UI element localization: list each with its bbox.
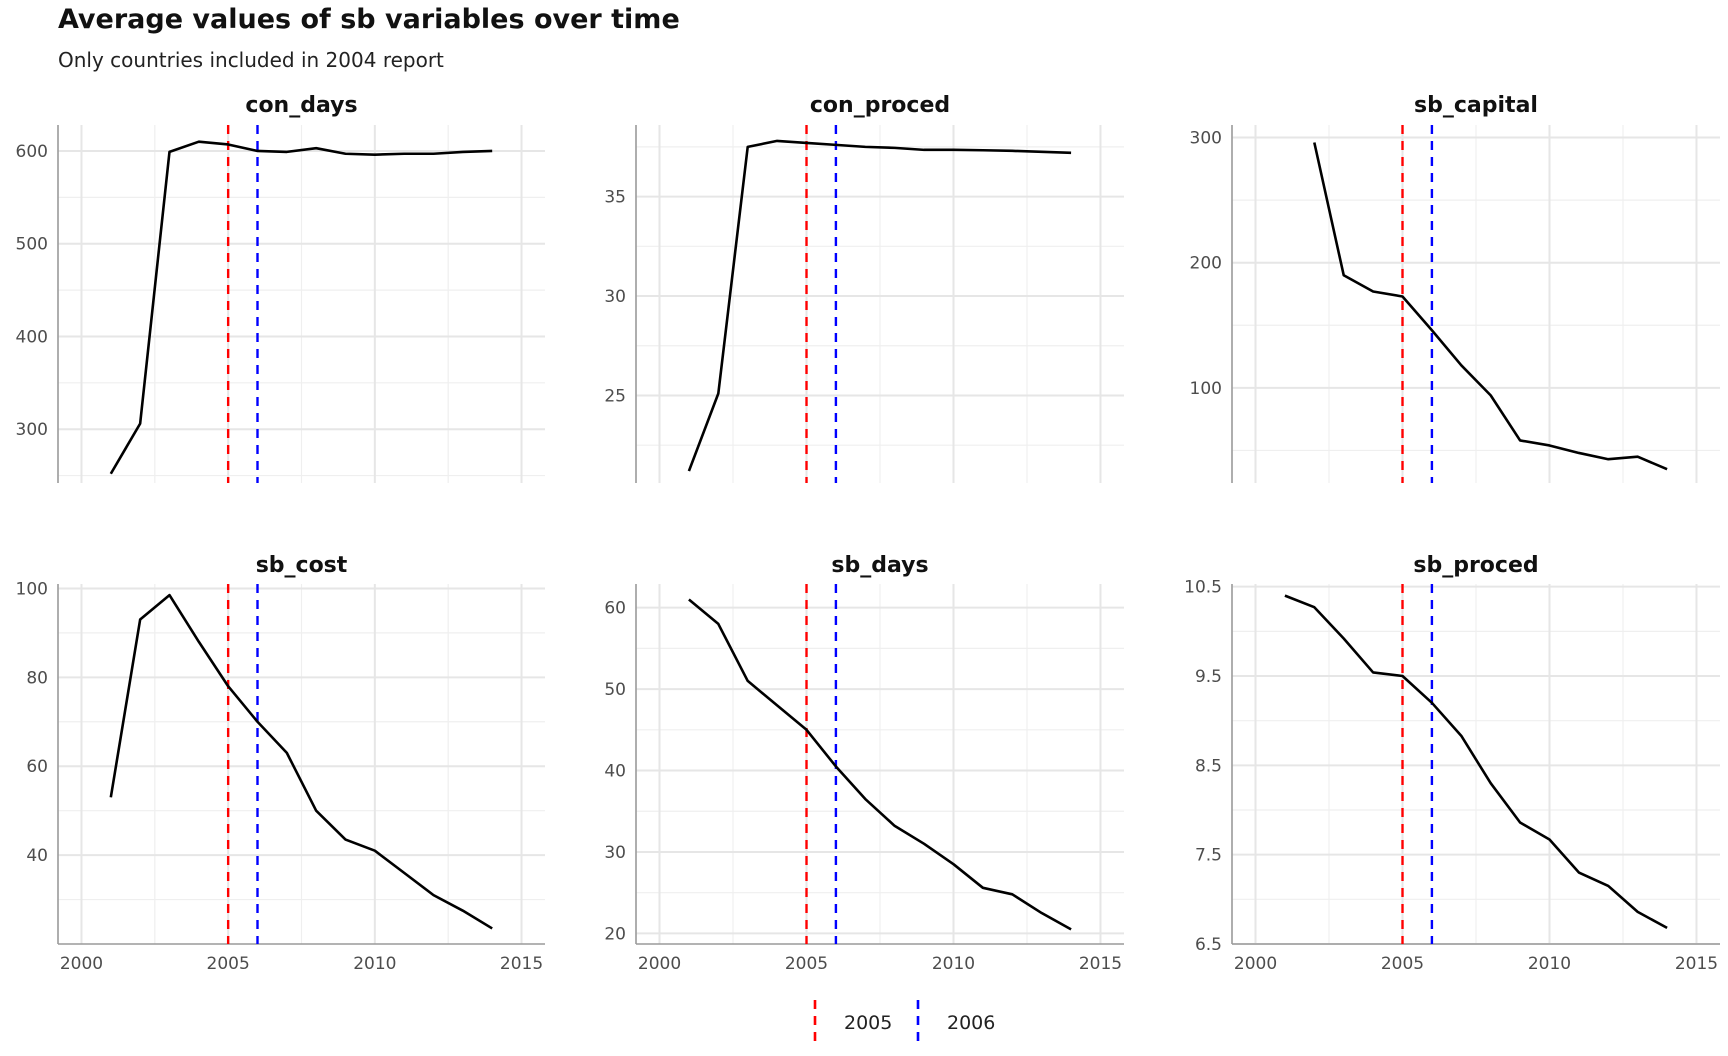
panel-title: sb_capital	[1414, 93, 1538, 118]
y-tick-label: 35	[604, 188, 626, 208]
page-subtitle: Only countries included in 2004 report	[58, 48, 444, 72]
y-tick-label: 60	[26, 757, 48, 777]
panel-title: con_proced	[810, 93, 950, 118]
series-line	[1313, 142, 1668, 471]
x-tick-label: 2010	[1528, 954, 1571, 974]
y-tick-label: 8.5	[1195, 756, 1222, 776]
y-tick-label: 30	[604, 287, 626, 307]
panel-sb_days: sb_days 20 30 40 50 60 2000 2005 2010 2015	[604, 553, 1124, 974]
x-tick-label: 2015	[500, 954, 543, 974]
y-tick-label: 6.5	[1195, 935, 1222, 955]
x-tick-label: 2005	[1381, 954, 1424, 974]
legend: 2005 2006	[813, 1000, 995, 1044]
x-tick-label: 2015	[1675, 954, 1718, 974]
legend-label-2006: 2006	[947, 1012, 995, 1034]
panel-title: sb_cost	[256, 553, 348, 578]
y-tick-label: 100	[16, 579, 48, 599]
y-tick-label: 60	[604, 599, 626, 619]
y-tick-label: 7.5	[1195, 846, 1222, 866]
panel-title: sb_days	[831, 553, 928, 578]
page-title: Average values of sb variables over time	[58, 4, 680, 35]
y-tick-label: 50	[604, 680, 626, 700]
panel-con_days: con_days 300 400 500 600	[16, 93, 545, 483]
panel-sb_capital: sb_capital 100 200 300	[1190, 93, 1720, 483]
x-tick-label: 2005	[785, 954, 828, 974]
x-tick-label: 2010	[353, 954, 396, 974]
y-tick-label: 300	[1190, 129, 1222, 149]
x-tick-label: 2010	[932, 954, 975, 974]
y-tick-label: 30	[604, 843, 626, 863]
panel-sb_proced: sb_proced 6.5 7.5 8.5 9.5 10.5 2000 2005 2010 201…	[1184, 553, 1720, 974]
y-tick-label: 10.5	[1184, 578, 1222, 598]
y-tick-label: 200	[1190, 254, 1222, 274]
y-tick-label: 100	[1190, 379, 1222, 399]
panel-title: sb_proced	[1413, 553, 1538, 578]
y-tick-label: 40	[604, 762, 626, 782]
y-tick-label: 300	[16, 420, 48, 440]
x-tick-label: 2005	[207, 954, 250, 974]
y-tick-label: 600	[16, 142, 48, 162]
y-tick-label: 40	[26, 846, 48, 866]
x-tick-label: 2000	[1234, 954, 1277, 974]
series-line	[688, 598, 1072, 931]
series-line	[687, 139, 1072, 472]
x-tick-label: 2000	[60, 954, 103, 974]
legend-label-2005: 2005	[844, 1012, 892, 1034]
series-line	[109, 593, 493, 930]
series-line	[1284, 594, 1668, 930]
x-tick-label: 2000	[638, 954, 681, 974]
panel-con_proced: con_proced 25 30 35	[604, 93, 1124, 483]
y-tick-label: 80	[26, 668, 48, 688]
chart-panels: con_days 300 400 500 600 con_proced 25 30 35 sb_c…	[16, 93, 1720, 974]
y-tick-label: 20	[604, 924, 626, 944]
y-tick-label: 400	[16, 327, 48, 347]
y-tick-label: 500	[16, 235, 48, 255]
y-tick-label: 9.5	[1195, 667, 1222, 687]
y-tick-label: 25	[604, 386, 626, 406]
series-line	[109, 140, 493, 475]
panel-sb_cost: sb_cost 40 60 80 100 2000 2005 2010 2015	[16, 553, 545, 974]
panel-title: con_days	[245, 93, 357, 118]
x-tick-label: 2015	[1079, 954, 1122, 974]
